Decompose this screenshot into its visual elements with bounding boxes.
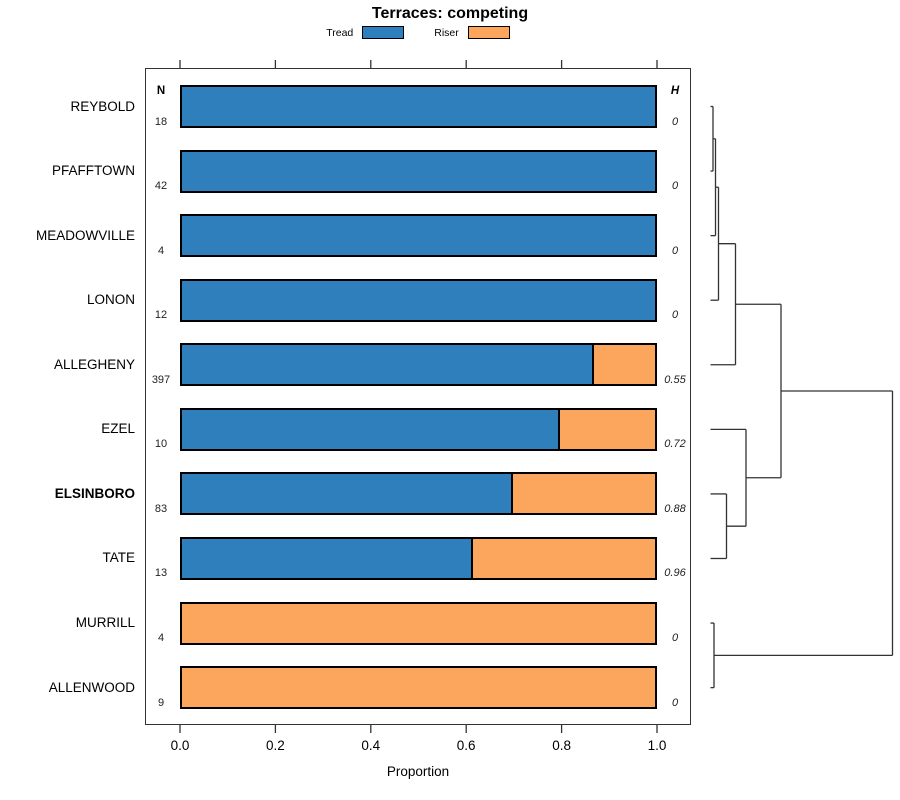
h-value: 0.96 — [664, 567, 686, 580]
stacked-bar-allenwood — [180, 666, 657, 710]
n-value: 4 — [157, 632, 165, 645]
h-value: 0 — [671, 244, 679, 257]
chart-title: Terraces: competing — [371, 5, 529, 22]
stacked-bar-ezel — [180, 407, 657, 451]
x-axis-title: Proportion — [386, 764, 450, 779]
category-label-reybold: REYBOLD — [70, 98, 135, 114]
bar-segment-tread — [182, 151, 655, 191]
h-value: 0 — [671, 115, 679, 128]
x-tick-label: 0.4 — [361, 738, 381, 753]
category-label-pfafftown: PFAFFTOWN — [52, 163, 135, 179]
h-value: 0.72 — [664, 438, 686, 451]
h-value: 0 — [671, 309, 679, 322]
h-value: 0.55 — [664, 373, 686, 386]
stacked-bar-lonon — [180, 278, 657, 322]
bar-segment-tread — [182, 87, 655, 126]
bar-segment-tread — [182, 474, 514, 514]
n-value: 42 — [154, 180, 168, 193]
x-tick-label: 0.0 — [170, 738, 190, 753]
bar-segment-tread — [182, 280, 655, 320]
bar-segment-tread — [182, 409, 561, 449]
category-label-allegheny: ALLEGHENY — [53, 356, 135, 372]
category-label-lonon: LONON — [86, 292, 135, 308]
stacked-bar-allegheny — [180, 343, 657, 387]
h-column-header: H — [670, 85, 680, 97]
h-value: 0 — [671, 632, 679, 645]
x-tick-label: 0.2 — [266, 738, 285, 753]
legend-swatch-riser — [467, 26, 510, 39]
bar-segment-riser — [472, 538, 655, 578]
bar-segment-riser — [513, 474, 655, 514]
n-value: 12 — [154, 309, 168, 322]
stacked-bar-elsinboro — [180, 472, 657, 516]
x-tick-label: 1.0 — [647, 738, 667, 753]
stacked-bar-tate — [180, 536, 657, 580]
x-tick-label: 0.8 — [552, 738, 571, 753]
h-value: 0 — [671, 180, 679, 193]
stacked-bar-pfafftown — [180, 149, 657, 193]
bar-segment-tread — [182, 538, 473, 578]
legend-item-riser: Riser — [434, 26, 510, 39]
category-label-tate: TATE — [102, 550, 136, 566]
bar-segment-tread — [182, 216, 655, 256]
legend-label-riser: Riser — [434, 26, 459, 39]
n-value: 4 — [157, 244, 165, 257]
legend-label-tread: Tread — [326, 26, 354, 39]
category-label-ezel: EZEL — [101, 421, 135, 437]
bar-segment-riser — [593, 345, 655, 385]
category-label-elsinboro: ELSINBORO — [54, 485, 135, 501]
plot-panel — [145, 68, 691, 725]
category-label-murrill: MURRILL — [75, 615, 135, 631]
n-value: 83 — [154, 502, 168, 515]
stacked-bar-murrill — [180, 601, 657, 645]
n-value: 397 — [151, 373, 171, 386]
legend-item-tread: Tread — [326, 26, 405, 39]
x-tick-label: 0.6 — [456, 738, 476, 753]
category-label-meadowville: MEADOWVILLE — [35, 227, 135, 243]
bar-segment-riser — [182, 668, 655, 708]
bar-segment-tread — [182, 345, 594, 385]
n-column-header: N — [156, 85, 166, 97]
h-value: 0.88 — [664, 502, 686, 515]
n-value: 18 — [154, 115, 168, 128]
category-label-allenwood: ALLENWOOD — [48, 679, 135, 695]
bar-segment-riser — [560, 409, 655, 449]
bar-segment-riser — [182, 603, 655, 643]
n-value: 10 — [154, 438, 168, 451]
stacked-bar-meadowville — [180, 214, 657, 258]
legend-swatch-tread — [362, 26, 405, 39]
n-value: 9 — [157, 696, 165, 709]
h-value: 0 — [671, 696, 679, 709]
stacked-bar-reybold — [180, 85, 657, 128]
legend: Tread Riser — [145, 26, 691, 39]
n-value: 13 — [154, 567, 168, 580]
